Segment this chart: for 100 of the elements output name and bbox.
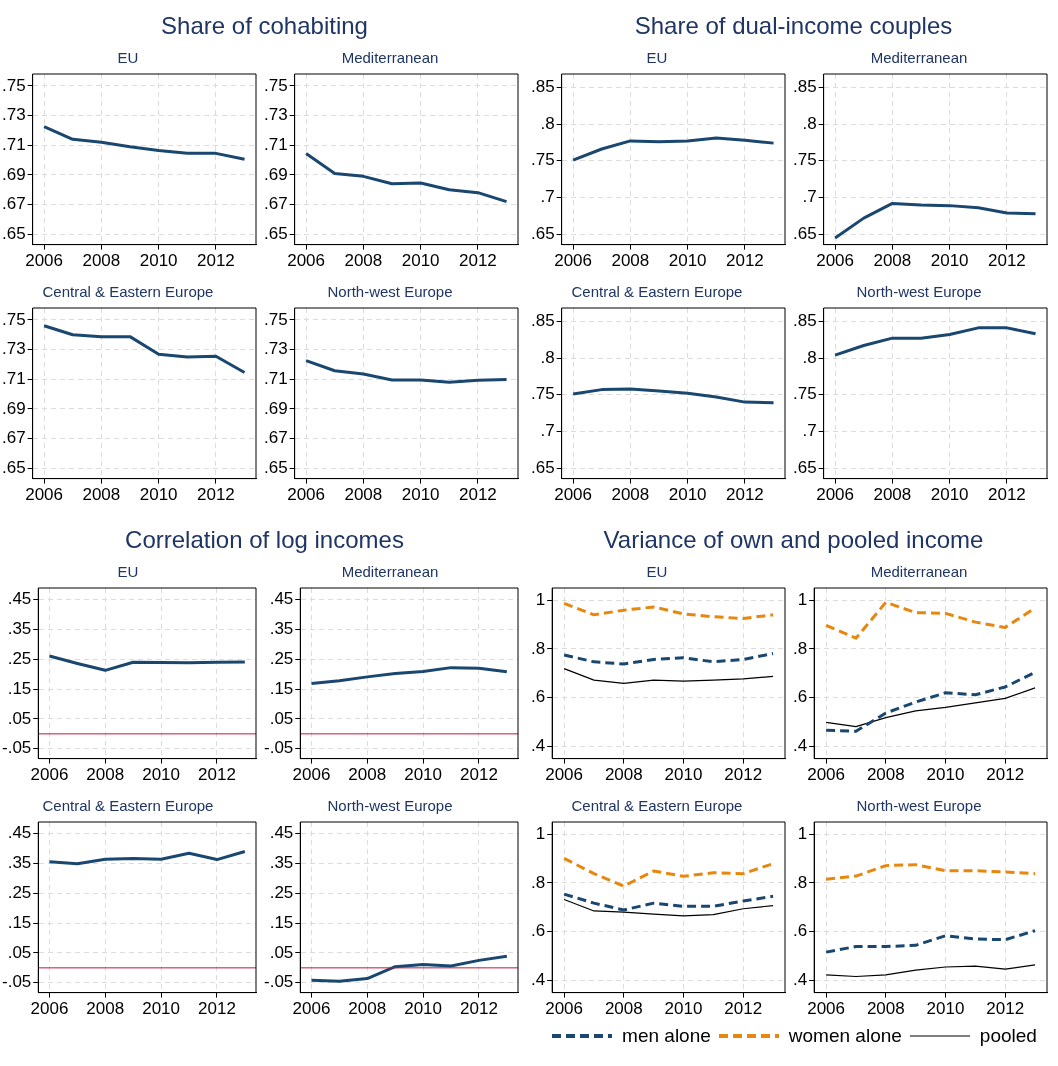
legend-label: men alone xyxy=(622,1025,711,1047)
chart-subtitle: Mediterranean xyxy=(341,49,439,67)
x-tick-label: 2006 xyxy=(292,765,331,785)
x-tick-label: 2012 xyxy=(987,485,1026,505)
y-tick-label: .69 xyxy=(1,398,26,418)
y-tick-label: .73 xyxy=(1,105,26,125)
chart-subtitle: Central & Eastern Europe xyxy=(42,283,214,301)
y-tick-label: .6 xyxy=(530,921,546,941)
y-tick-label: .85 xyxy=(792,310,817,330)
x-tick-label: 2012 xyxy=(724,765,763,785)
y-tick-label: .8 xyxy=(540,347,555,367)
y-tick-label: .65 xyxy=(792,223,817,243)
x-tick-label: 2010 xyxy=(930,251,969,271)
x-tick-label: 2006 xyxy=(816,485,854,505)
y-tick-label: .15 xyxy=(7,912,32,932)
y-tick-label: -.05 xyxy=(2,972,32,992)
y-tick-label: .85 xyxy=(792,76,817,96)
x-tick-label: 2012 xyxy=(458,251,497,271)
chart-subtitle: North-west Europe xyxy=(327,283,453,301)
y-tick-label: .35 xyxy=(7,619,32,639)
y-tick-label: .25 xyxy=(269,648,294,668)
x-tick-label: 2008 xyxy=(611,251,650,271)
x-tick-label: 2010 xyxy=(404,765,443,785)
x-tick-label: 2012 xyxy=(460,765,498,785)
y-tick-label: .67 xyxy=(1,428,26,448)
x-tick-label: 2012 xyxy=(196,251,235,271)
y-tick-label: .71 xyxy=(263,134,288,154)
y-tick-label: .65 xyxy=(1,457,26,477)
x-tick-label: 2010 xyxy=(401,485,440,505)
x-tick-label: 2008 xyxy=(82,251,121,271)
x-tick-label: 2010 xyxy=(930,485,969,505)
y-tick-label: .4 xyxy=(792,736,808,756)
x-tick-label: 2010 xyxy=(401,251,440,271)
y-tick-label: 1 xyxy=(797,823,808,843)
x-tick-label: 2006 xyxy=(807,765,846,785)
y-tick-label: .65 xyxy=(1,223,26,243)
y-tick-label: .75 xyxy=(530,384,555,404)
chart-title: Share of cohabiting xyxy=(160,11,369,41)
x-tick-label: 2010 xyxy=(404,999,443,1019)
x-tick-label: 2008 xyxy=(604,765,643,785)
x-tick-label: 2006 xyxy=(287,485,325,505)
chart-subtitle: Central & Eastern Europe xyxy=(571,283,743,301)
x-tick-label: 2008 xyxy=(344,485,383,505)
y-tick-label: .65 xyxy=(530,457,555,477)
y-tick-label: .71 xyxy=(1,368,26,388)
y-tick-label: .7 xyxy=(540,187,555,207)
y-tick-label: .69 xyxy=(263,164,288,184)
y-tick-label: .65 xyxy=(263,223,288,243)
chart-subtitle: North-west Europe xyxy=(856,797,982,815)
y-tick-label: .05 xyxy=(269,708,294,728)
x-tick-label: 2012 xyxy=(196,485,235,505)
y-tick-label: .65 xyxy=(792,457,817,477)
chart-subtitle: Central & Eastern Europe xyxy=(42,797,214,815)
y-tick-label: .71 xyxy=(263,368,288,388)
chart-subtitle: EU xyxy=(646,563,668,581)
x-tick-label: 2010 xyxy=(668,485,707,505)
y-tick-label: 1 xyxy=(797,589,808,609)
line-series xyxy=(824,929,1037,954)
x-tick-label: 2012 xyxy=(460,999,498,1019)
y-tick-label: .45 xyxy=(7,589,32,609)
y-tick-label: .45 xyxy=(269,589,294,609)
chart-subtitle: EU xyxy=(646,49,668,67)
y-tick-label: .05 xyxy=(7,708,32,728)
y-tick-label: .15 xyxy=(7,678,32,698)
x-tick-label: 2012 xyxy=(986,999,1025,1019)
x-tick-label: 2006 xyxy=(25,251,63,271)
y-tick-label: .75 xyxy=(263,309,288,329)
line-series xyxy=(562,652,775,666)
legend-label: pooled xyxy=(979,1025,1037,1047)
y-tick-label: .4 xyxy=(530,970,546,990)
chart-subtitle: Mediterranean xyxy=(870,49,968,67)
x-tick-label: 2012 xyxy=(725,485,764,505)
x-tick-label: 2012 xyxy=(198,999,236,1019)
chart-subtitle: EU xyxy=(117,563,139,581)
x-tick-label: 2008 xyxy=(86,999,125,1019)
x-tick-label: 2008 xyxy=(866,765,905,785)
y-tick-label: .8 xyxy=(792,872,808,892)
x-tick-label: 2008 xyxy=(86,765,125,785)
x-tick-label: 2006 xyxy=(292,999,331,1019)
y-tick-label: -.05 xyxy=(2,738,32,758)
y-tick-label: .8 xyxy=(802,113,817,133)
x-tick-label: 2012 xyxy=(986,765,1025,785)
x-tick-label: 2008 xyxy=(866,999,905,1019)
chart-title: Correlation of log incomes xyxy=(124,525,405,555)
y-tick-label: .7 xyxy=(540,421,555,441)
y-tick-label: .35 xyxy=(269,619,294,639)
x-tick-label: 2006 xyxy=(545,765,584,785)
chart-subtitle: Mediterranean xyxy=(341,563,439,581)
y-tick-label: .25 xyxy=(7,882,32,902)
y-tick-label: .4 xyxy=(792,970,808,990)
x-tick-label: 2012 xyxy=(458,485,497,505)
x-tick-label: 2010 xyxy=(139,485,178,505)
x-tick-label: 2010 xyxy=(668,251,707,271)
x-tick-label: 2006 xyxy=(545,999,584,1019)
y-tick-label: .6 xyxy=(792,921,808,941)
y-tick-label: .85 xyxy=(530,76,555,96)
y-tick-label: .7 xyxy=(802,187,817,207)
y-tick-label: .15 xyxy=(269,912,294,932)
y-tick-label: .35 xyxy=(269,853,294,873)
x-tick-label: 2010 xyxy=(664,765,703,785)
